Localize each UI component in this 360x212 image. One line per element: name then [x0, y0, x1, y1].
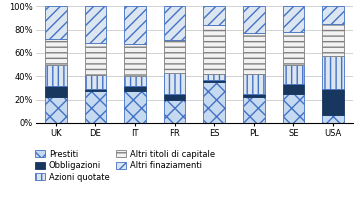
Bar [243, 97, 265, 123]
Bar [85, 92, 106, 123]
Bar [164, 100, 185, 123]
Bar [124, 6, 146, 44]
Bar [203, 25, 225, 74]
Bar [124, 76, 146, 86]
Bar [243, 94, 265, 97]
Bar [283, 94, 304, 123]
Bar [85, 42, 106, 75]
Bar [322, 115, 344, 123]
Bar [243, 74, 265, 94]
Bar [85, 6, 106, 43]
Bar [322, 89, 344, 115]
Bar [124, 92, 146, 123]
Bar [124, 44, 146, 76]
Bar [45, 6, 67, 39]
Bar [243, 33, 265, 74]
Bar [164, 40, 185, 73]
Bar [322, 24, 344, 57]
Bar [203, 82, 225, 123]
Bar [322, 6, 344, 24]
Bar [283, 32, 304, 65]
Bar [203, 80, 225, 82]
Bar [85, 89, 106, 92]
Bar [45, 86, 67, 97]
Bar [283, 65, 304, 85]
Bar [203, 6, 225, 25]
Bar [45, 39, 67, 65]
Bar [45, 97, 67, 123]
Bar [85, 75, 106, 89]
Bar [164, 73, 185, 94]
Bar [203, 74, 225, 80]
Bar [45, 65, 67, 86]
Bar [322, 57, 344, 89]
Legend: Prestiti, Obbligazioni, Azioni quotate, Altri titoli di capitale, Altri finaziam: Prestiti, Obbligazioni, Azioni quotate, … [34, 148, 216, 183]
Bar [164, 94, 185, 100]
Bar [283, 6, 304, 32]
Bar [283, 84, 304, 94]
Bar [243, 6, 265, 33]
Bar [164, 6, 185, 40]
Bar [124, 86, 146, 92]
